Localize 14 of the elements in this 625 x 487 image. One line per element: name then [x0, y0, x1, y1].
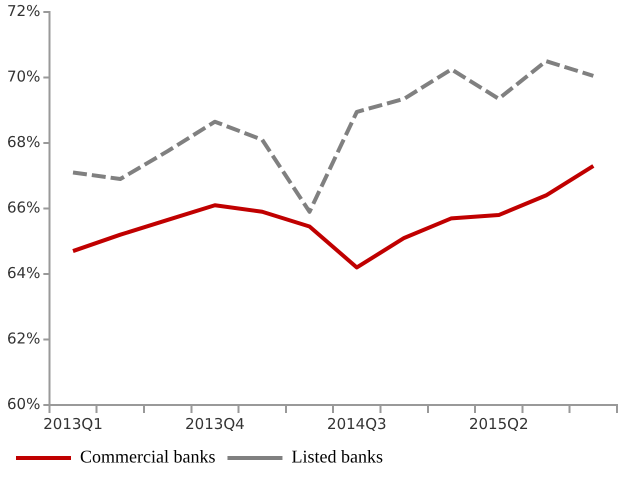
- y-tick-label: 68%: [6, 132, 40, 151]
- y-tick-label: 64%: [6, 264, 40, 282]
- y-tick-label: 66%: [6, 198, 40, 216]
- x-tick-label: 2013Q4: [185, 414, 245, 433]
- y-tick-label: 60%: [6, 394, 40, 413]
- legend-label: Commercial banks: [80, 446, 216, 467]
- x-tick-label: 2014Q3: [327, 414, 387, 433]
- legend-label: Listed banks: [291, 446, 383, 467]
- y-tick-label: 70%: [6, 67, 40, 86]
- x-tick-label: 2015Q2: [468, 414, 529, 433]
- x-tick-label: 2013Q1: [43, 414, 103, 433]
- line-series: [70, 59, 596, 214]
- y-tick-label: 62%: [6, 329, 40, 348]
- y-tick-label: 72%: [6, 2, 40, 20]
